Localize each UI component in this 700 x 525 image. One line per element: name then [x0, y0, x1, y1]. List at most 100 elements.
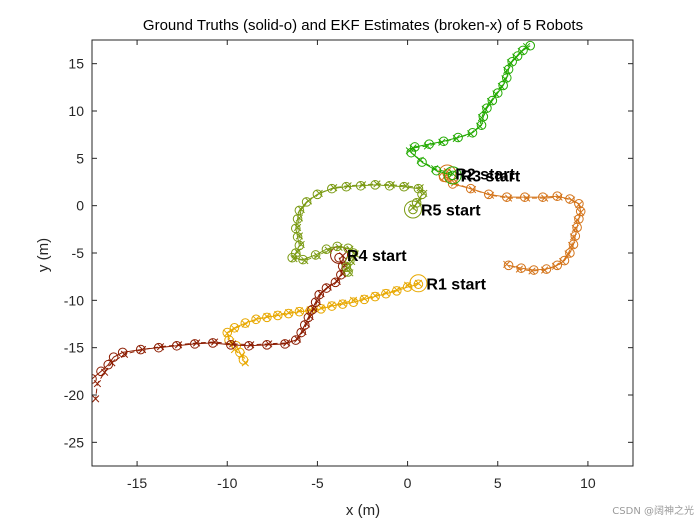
estimate-point [238, 351, 246, 359]
truth-point [251, 314, 261, 325]
estimate-point [452, 134, 460, 143]
series-1 [222, 274, 428, 367]
x-tick-label: 5 [494, 475, 502, 491]
estimate-point [468, 185, 477, 194]
estimate-point [486, 97, 495, 106]
estimate-point [229, 340, 237, 348]
y-tick-label: 10 [68, 103, 84, 119]
truth-point [208, 338, 218, 348]
truth-point [381, 288, 391, 299]
estimate-point [299, 327, 307, 336]
y-tick-label: -5 [72, 245, 85, 261]
estimate-point [93, 379, 102, 388]
truth-point [294, 306, 305, 317]
estimate-point [156, 343, 165, 351]
truth-line [291, 184, 423, 273]
truth-point [552, 191, 563, 201]
estimate-point [405, 147, 414, 155]
estimate-line [444, 171, 582, 272]
x-tick-label: -5 [311, 475, 324, 491]
truth-point [226, 340, 236, 350]
y-axis-label: y (m) [35, 238, 52, 272]
truth-point [332, 241, 343, 252]
estimate-point [339, 299, 347, 307]
truth-point [240, 318, 251, 328]
estimate-point [230, 325, 239, 333]
estimate-point [414, 279, 423, 287]
estimate-point [449, 169, 457, 178]
estimate-point [304, 197, 313, 205]
estimate-point [313, 297, 322, 305]
truth-point [559, 255, 570, 266]
series-group [92, 40, 586, 403]
estimate-point [551, 262, 560, 270]
estimate-line [408, 46, 527, 174]
y-tick-label: -25 [64, 434, 84, 450]
estimate-point [317, 290, 325, 298]
truth-point [518, 45, 528, 56]
estimate-point [371, 291, 379, 300]
estimate-point [284, 308, 293, 317]
estimate-point [120, 350, 129, 358]
estimate-point [348, 257, 356, 266]
estimate-point [335, 243, 343, 251]
truth-point [507, 56, 517, 67]
series-3 [405, 40, 536, 185]
truth-point [327, 301, 337, 311]
start-label: R1 start [426, 276, 486, 293]
estimate-point [555, 193, 563, 201]
y-tick-label: -20 [64, 387, 84, 403]
estimate-point [138, 345, 147, 354]
estimate-point [573, 216, 581, 224]
truth-point [92, 374, 97, 384]
estimate-point [290, 255, 298, 263]
start-label: R2 start [455, 166, 515, 183]
truth-line [92, 257, 344, 380]
truth-point [321, 283, 332, 293]
estimate-point [564, 250, 572, 258]
start-marker [443, 166, 462, 185]
estimate-point [310, 305, 318, 313]
y-tick-label: -10 [64, 292, 84, 308]
estimate-point [329, 184, 338, 192]
estimate-line [293, 183, 425, 274]
estimate-point [283, 339, 291, 347]
estimate-point [501, 75, 509, 83]
truth-point [453, 132, 463, 143]
truth-point [384, 180, 395, 191]
estimate-point [351, 250, 359, 258]
start-marker [409, 274, 428, 293]
truth-point [290, 335, 301, 345]
truth-point [413, 183, 424, 194]
estimate-point [420, 189, 428, 198]
estimate-point [92, 395, 100, 403]
estimate-point [492, 90, 500, 98]
estimate-point [486, 191, 495, 199]
truth-point [330, 277, 341, 288]
estimate-point [223, 329, 231, 338]
estimate-point [108, 359, 116, 367]
estimate-point [540, 194, 549, 202]
estimate-point [506, 59, 515, 67]
watermark: CSDN @阔神之光 [612, 504, 694, 517]
truth-point [343, 243, 353, 254]
truth-point [552, 260, 563, 271]
estimate-line [95, 255, 345, 399]
truth-point [568, 239, 579, 250]
x-tick-label: -15 [127, 475, 147, 491]
estimate-point [575, 201, 583, 209]
truth-point [492, 88, 503, 98]
estimate-point [302, 320, 311, 328]
x-tick-label: 0 [404, 475, 412, 491]
estimate-point [344, 182, 352, 190]
truth-point [262, 340, 272, 350]
estimate-point [295, 232, 304, 240]
estimate-point [481, 105, 489, 113]
truth-point [103, 359, 114, 370]
truth-point [355, 180, 366, 191]
axes: -15 -10 -5 0 5 10 15 10 5 0 -5 -10 -15 -20 -25 [64, 39, 634, 491]
truth-point [229, 322, 240, 333]
estimate-point [297, 240, 305, 249]
